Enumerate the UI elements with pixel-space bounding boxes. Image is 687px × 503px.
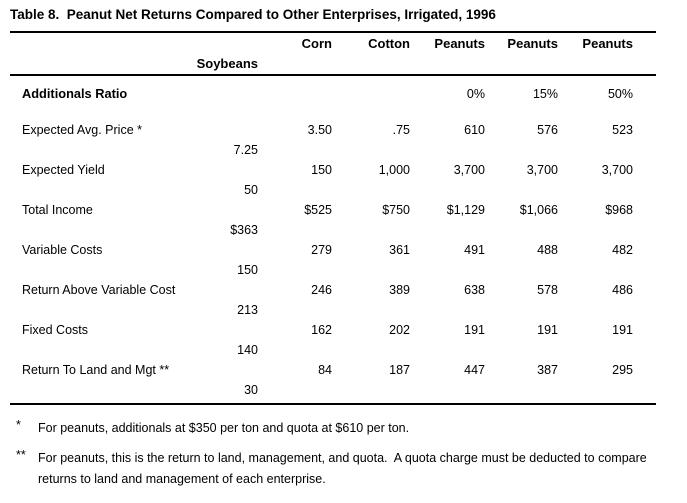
table-row: Additionals Ratio 0% 15% 50%	[10, 80, 656, 120]
row-label: Return Above Variable Cost	[22, 283, 176, 297]
row-label: Fixed Costs	[22, 323, 88, 337]
table-cell: 3,700	[526, 163, 558, 177]
table-cell: 578	[537, 283, 558, 297]
row-label: Additionals Ratio	[22, 86, 128, 102]
table-cell: 191	[464, 323, 485, 337]
column-header: Soybeans	[196, 56, 258, 72]
header-divider	[10, 74, 656, 76]
table-cell: 488	[537, 243, 558, 257]
row-label: Return To Land and Mgt **	[22, 363, 170, 377]
table-cell: 191	[612, 323, 633, 337]
table-row: Fixed Costs 162 202 191 191 191 140	[10, 320, 656, 360]
table-cell: 610	[464, 123, 485, 137]
table-cell: 1,000	[378, 163, 410, 177]
footnote-marker: *	[16, 418, 21, 432]
column-header: Corn	[301, 35, 332, 51]
table-row: Expected Yield 150 1,000 3,700 3,700 3,700 50	[10, 160, 656, 200]
table-cell: 3,700	[601, 163, 633, 177]
footnote-text: For peanuts, additionals at $350 per ton…	[38, 421, 410, 435]
footnote: * For peanuts, additionals at $350 per to…	[16, 418, 650, 439]
table-cell: 576	[537, 123, 558, 137]
footnote: ** For peanuts, this is the return to lan…	[16, 448, 650, 490]
table-cell: 3.50	[307, 123, 332, 137]
table-cell: $968	[605, 203, 633, 217]
row-label: Total Income	[22, 203, 93, 217]
table-cell: $363	[230, 223, 258, 237]
table-cell: 387	[537, 363, 558, 377]
table-cell: $750	[382, 203, 410, 217]
table-cell: $525	[304, 203, 332, 217]
table-cell: 0%	[466, 86, 485, 101]
table-body: Additionals Ratio 0% 15% 50% Expected Avg. P…	[10, 80, 656, 400]
table-cell: 150	[237, 263, 258, 277]
table-cell: 84	[318, 363, 332, 377]
table-cell: 482	[612, 243, 633, 257]
table-row: Expected Avg. Price * 3.50 .75 610 576 523 7.2…	[10, 120, 656, 160]
table-cell: 50%	[607, 86, 633, 101]
table-cell: 361	[389, 243, 410, 257]
table-cell: 7.25	[233, 143, 258, 157]
row-label: Expected Avg. Price *	[22, 123, 142, 137]
table-cell: 187	[389, 363, 410, 377]
table-title: Table 8. Peanut Net Returns Compared to …	[10, 7, 496, 22]
table-cell: 486	[612, 283, 633, 297]
title-divider	[10, 31, 656, 33]
column-header: Cotton	[368, 35, 410, 51]
table-cell: 279	[311, 243, 332, 257]
table-row: Variable Costs 279 361 491 488 482 150	[10, 240, 656, 280]
table-cell: 523	[612, 123, 633, 137]
footnote-marker: **	[16, 448, 26, 462]
row-label: Variable Costs	[22, 243, 103, 257]
table-cell: $1,066	[519, 203, 558, 217]
table-row: Total Income $525 $750 $1,129 $1,066 $968 $363	[10, 200, 656, 240]
table-cell: 447	[464, 363, 485, 377]
table-cell: $1,129	[446, 203, 485, 217]
table-row: Return Above Variable Cost 246 389 638 578 48…	[10, 280, 656, 320]
table-cell: 491	[464, 243, 485, 257]
table-cell: 389	[389, 283, 410, 297]
table-cell: 140	[237, 343, 258, 357]
table-cell: 15%	[532, 86, 558, 101]
table-cell: 191	[537, 323, 558, 337]
table-cell: 50	[244, 183, 258, 197]
table-cell: 295	[612, 363, 633, 377]
table-cell: 3,700	[453, 163, 485, 177]
row-label: Expected Yield	[22, 163, 105, 177]
footnote-text: For peanuts, this is the return to land,…	[38, 451, 651, 486]
column-header: Peanuts	[434, 35, 485, 51]
table-cell: 150	[311, 163, 332, 177]
table-cell: .75	[392, 123, 410, 137]
bottom-divider	[10, 403, 656, 405]
table-cell: 162	[311, 323, 332, 337]
column-header: Peanuts	[507, 35, 558, 51]
table-header-row: Corn Cotton Peanuts Peanuts Peanuts Soybeans	[10, 33, 656, 74]
table-row: Return To Land and Mgt ** 84 187 447 387 295 3…	[10, 360, 656, 400]
table-cell: 246	[311, 283, 332, 297]
column-header: Peanuts	[582, 35, 633, 51]
table-cell: 30	[244, 383, 258, 397]
table-cell: 202	[389, 323, 410, 337]
table-cell: 638	[464, 283, 485, 297]
table-cell: 213	[237, 303, 258, 317]
